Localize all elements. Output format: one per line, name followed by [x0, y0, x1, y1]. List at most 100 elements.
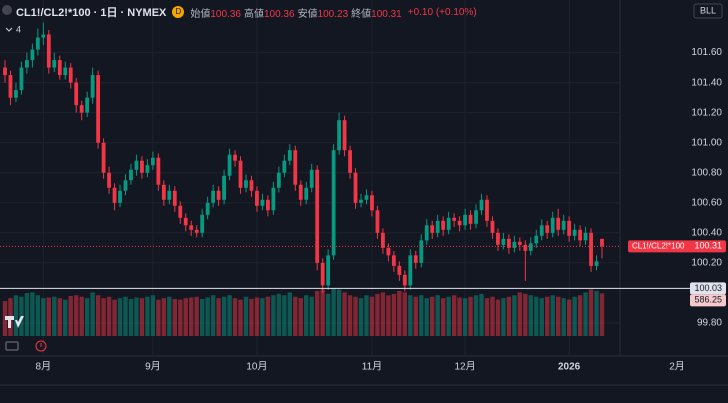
candle-body — [452, 217, 457, 221]
y-tick-label: 100.40 — [691, 227, 722, 238]
volume-bar — [402, 292, 408, 336]
candle-body — [293, 150, 298, 185]
ohlc-value: 100.36 — [263, 8, 295, 20]
candle-body — [430, 225, 435, 233]
candle-body — [523, 244, 528, 251]
volume-bar — [52, 296, 57, 336]
volume-bar — [293, 296, 298, 336]
candle-body — [309, 169, 314, 188]
volume-bar — [46, 297, 52, 336]
volume-bar — [227, 295, 232, 336]
volume-bar — [484, 298, 490, 336]
volume-bar — [298, 298, 303, 336]
candle-body — [583, 232, 588, 241]
candle-body — [446, 217, 451, 230]
volume-bar — [249, 298, 254, 336]
volume-bar — [232, 298, 238, 336]
volume-bar — [68, 296, 73, 336]
volume-bar — [276, 293, 282, 336]
volume-bar — [271, 295, 276, 336]
volume-bar — [74, 295, 79, 336]
y-tick-label: 100.80 — [691, 167, 722, 178]
symbol-title[interactable]: CL1!/CL2!*100 · 1日 · NYMEX — [16, 7, 167, 19]
candle-body — [441, 220, 446, 230]
volume-bar — [101, 298, 106, 336]
candle-body — [74, 82, 79, 106]
change: +0.10 (+0.10%) — [407, 6, 477, 18]
candle-body — [572, 229, 577, 236]
volume-bar — [446, 296, 451, 336]
candle-body — [375, 210, 380, 233]
volume-bar — [539, 298, 544, 336]
volume-bar — [331, 288, 336, 336]
candle-body — [233, 154, 237, 161]
price-tag-name: CL1!/CL2!*100 — [632, 241, 685, 250]
volume-bar — [336, 289, 342, 336]
candle-body — [194, 229, 199, 233]
candle-body — [534, 235, 539, 244]
candle-body — [463, 214, 467, 226]
volume-bar — [424, 298, 429, 336]
volume-bar — [172, 298, 177, 336]
ohlc-fields: 始値100.36 高値100.36 安値100.23 終値100.31 — [190, 5, 404, 20]
candle-body — [391, 255, 396, 266]
ohlc-value: 100.23 — [317, 8, 349, 20]
ohlc-label: 高値 — [243, 8, 264, 20]
volume-bar — [599, 293, 605, 336]
volume-bar — [117, 298, 123, 336]
candle-body — [490, 220, 495, 233]
candle-body — [474, 210, 478, 224]
volume-bar — [112, 299, 117, 336]
volume-bar — [572, 296, 577, 336]
candle-body — [3, 67, 7, 76]
volume-bar — [358, 298, 364, 336]
candle-body — [468, 214, 473, 224]
volume-bar — [440, 298, 446, 336]
candle-body — [528, 243, 533, 251]
candle-body — [337, 120, 342, 151]
volume-bar — [342, 292, 347, 336]
candle-body — [79, 105, 84, 113]
volume-bar — [495, 299, 501, 336]
volume-bar — [35, 295, 41, 336]
candle-body — [359, 199, 363, 203]
volume-bar — [309, 296, 314, 336]
volume-bar — [512, 295, 517, 336]
x-tick-label: 2026 — [558, 362, 581, 373]
volume-bar — [167, 296, 172, 336]
candle-body — [589, 232, 593, 266]
volume-bar — [41, 298, 46, 336]
volume-bar — [430, 296, 435, 336]
volume-bar — [304, 295, 309, 336]
candle-body — [315, 169, 320, 263]
volume-bar — [364, 295, 369, 336]
volume-bar — [391, 293, 397, 336]
volume-bar — [462, 298, 468, 336]
candle-body — [63, 67, 68, 76]
volume-bar — [156, 299, 161, 336]
candle-body — [222, 175, 226, 200]
candle-body — [600, 238, 604, 247]
volume-bar — [490, 296, 495, 336]
indicator-toggle[interactable]: 4 — [16, 24, 21, 34]
candle-body — [561, 220, 566, 230]
crosshair-value: 100.03 — [694, 283, 722, 293]
candle-body — [183, 217, 188, 226]
y-tick-label: 101.40 — [691, 77, 722, 88]
volume-bar — [325, 293, 331, 336]
alert-icon — [35, 340, 47, 352]
volume-bar — [583, 292, 588, 336]
candle-body — [539, 225, 544, 236]
volume-bar — [161, 298, 167, 336]
volume-bar — [178, 299, 183, 336]
candle-body — [150, 157, 155, 166]
collapse-icon — [5, 27, 13, 32]
volume-bar — [243, 296, 249, 336]
x-tick-label: 9月 — [145, 361, 161, 373]
candle-body — [320, 262, 325, 286]
volume-bar — [84, 298, 90, 336]
volume-bar — [139, 298, 145, 336]
candle-body — [381, 232, 385, 248]
